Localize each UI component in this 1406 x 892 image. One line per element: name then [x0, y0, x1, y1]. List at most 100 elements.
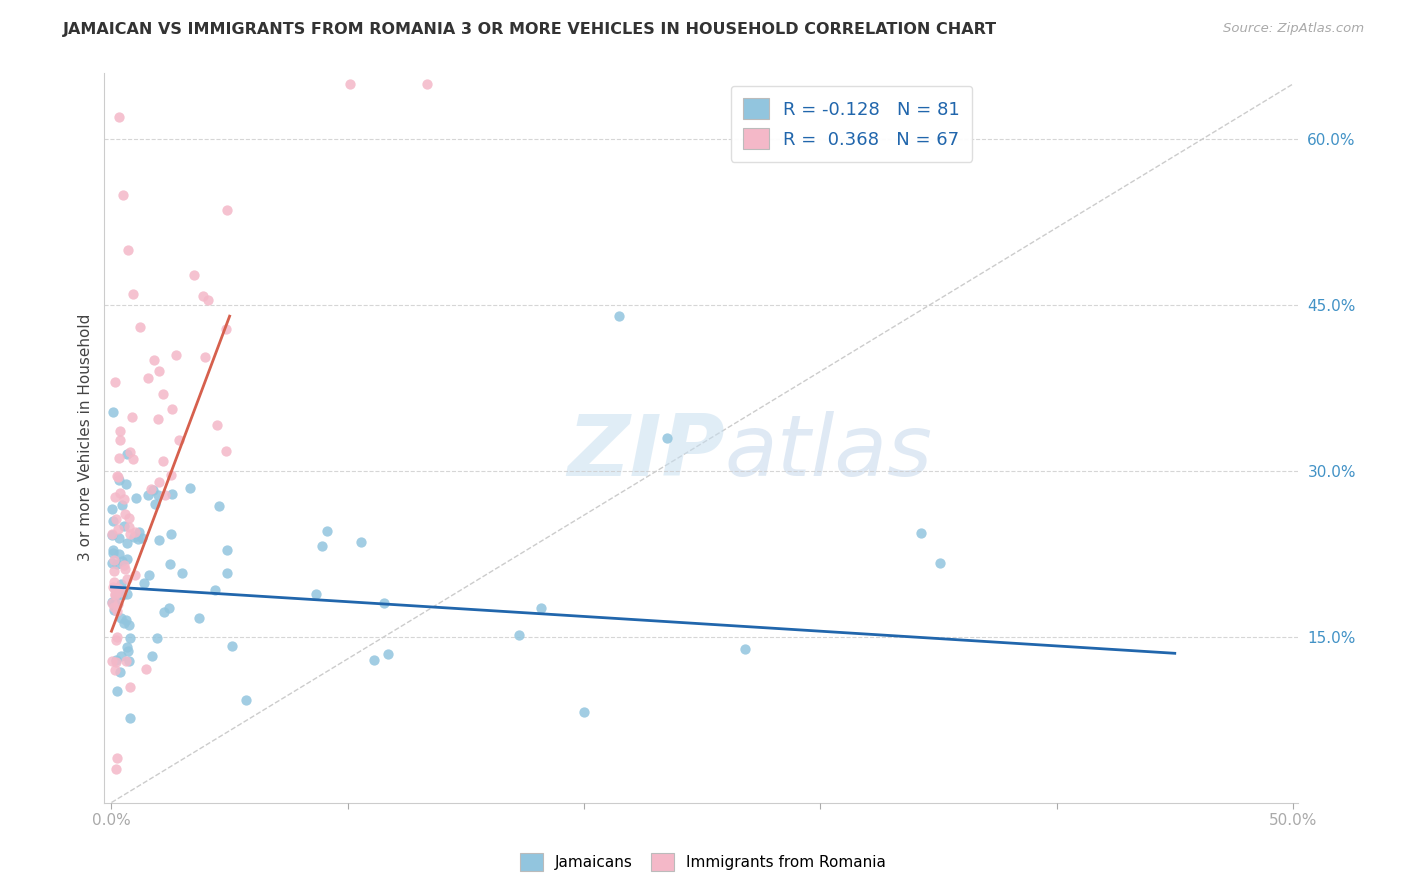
Point — [104, 490, 127, 504]
Point — [110, 424, 132, 438]
Point — [120, 444, 142, 458]
Point — [114, 562, 136, 576]
Legend: Jamaicans, Immigrants from Romania: Jamaicans, Immigrants from Romania — [513, 847, 893, 877]
Point — [104, 598, 127, 612]
Point — [148, 412, 170, 426]
Point — [105, 763, 128, 777]
Point — [103, 564, 125, 578]
Point — [112, 558, 135, 573]
Point — [120, 711, 142, 725]
Point — [118, 653, 141, 667]
Point — [159, 468, 181, 483]
Point — [112, 187, 135, 202]
Point — [508, 628, 530, 642]
Point — [215, 542, 238, 557]
Point — [104, 582, 127, 597]
Point — [115, 536, 138, 550]
Point — [221, 639, 243, 653]
Point — [110, 486, 132, 500]
Point — [215, 321, 238, 335]
Point — [363, 653, 385, 667]
Point — [160, 526, 183, 541]
Point — [121, 410, 143, 425]
Point — [117, 243, 139, 257]
Point — [112, 615, 135, 630]
Point — [110, 585, 132, 599]
Point — [143, 497, 166, 511]
Point — [167, 434, 190, 448]
Point — [105, 604, 128, 618]
Point — [107, 468, 129, 483]
Point — [103, 600, 125, 615]
Point — [136, 371, 159, 385]
Point — [191, 289, 214, 303]
Point — [194, 350, 217, 364]
Point — [101, 595, 124, 609]
Point — [208, 499, 231, 513]
Point — [121, 287, 143, 301]
Point — [115, 640, 138, 655]
Point — [107, 581, 129, 595]
Point — [159, 558, 181, 572]
Point — [204, 583, 226, 598]
Point — [118, 526, 141, 541]
Point — [104, 653, 127, 667]
Point — [110, 611, 132, 625]
Point — [103, 405, 125, 419]
Point — [114, 613, 136, 627]
Point — [104, 589, 127, 603]
Point — [143, 353, 166, 368]
Point — [104, 588, 127, 602]
Point — [117, 644, 139, 658]
Point — [132, 576, 155, 591]
Point — [111, 498, 134, 512]
Point — [103, 574, 125, 589]
Point — [136, 488, 159, 502]
Point — [108, 433, 131, 447]
Point — [103, 587, 125, 601]
Point — [183, 268, 205, 282]
Point — [162, 487, 184, 501]
Point — [135, 661, 157, 675]
Point — [107, 473, 129, 487]
Point — [153, 605, 176, 619]
Point — [110, 577, 132, 591]
Text: ZIP: ZIP — [567, 411, 725, 494]
Point — [100, 501, 122, 516]
Text: Source: ZipAtlas.com: Source: ZipAtlas.com — [1223, 22, 1364, 36]
Point — [572, 705, 595, 719]
Point — [108, 531, 131, 545]
Point — [118, 631, 141, 645]
Point — [139, 482, 162, 496]
Point — [107, 110, 129, 124]
Point — [125, 491, 148, 505]
Point — [148, 364, 170, 378]
Point — [217, 202, 239, 217]
Point — [101, 556, 124, 570]
Point — [316, 524, 339, 538]
Point — [929, 557, 952, 571]
Point — [110, 648, 132, 663]
Point — [148, 533, 170, 548]
Point — [115, 551, 138, 566]
Point — [350, 534, 373, 549]
Point — [127, 532, 149, 546]
Point — [104, 663, 127, 677]
Point — [152, 454, 174, 468]
Point — [373, 597, 395, 611]
Point — [114, 491, 136, 506]
Point — [100, 596, 122, 610]
Point — [107, 597, 129, 611]
Point — [138, 568, 160, 582]
Point — [105, 630, 128, 644]
Point — [110, 665, 132, 679]
Point — [128, 320, 150, 334]
Point — [105, 751, 128, 765]
Point — [108, 547, 131, 561]
Point — [165, 348, 187, 362]
Point — [172, 566, 194, 581]
Point — [105, 684, 128, 698]
Point — [124, 568, 146, 582]
Y-axis label: 3 or more Vehicles in Household: 3 or more Vehicles in Household — [79, 314, 93, 561]
Point — [160, 401, 183, 416]
